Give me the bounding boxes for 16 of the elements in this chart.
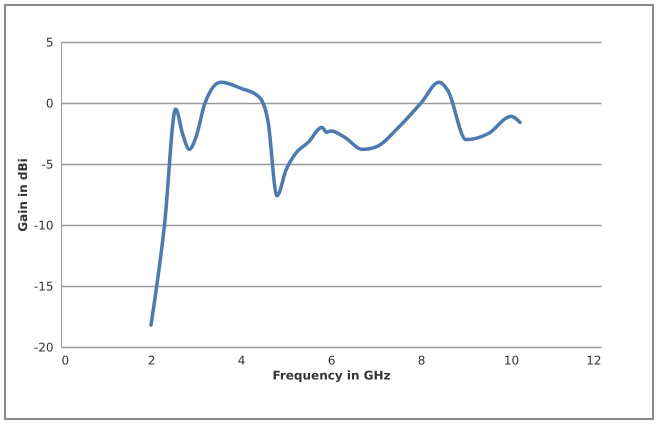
y-axis-title: Gain in dBi	[16, 158, 30, 232]
x-tick-label: 10	[504, 354, 520, 368]
x-tick-label: 6	[328, 354, 336, 368]
y-tick-label: -15	[34, 280, 54, 294]
x-tick-label: 8	[418, 354, 426, 368]
x-axis-title: Frequency in GHz	[272, 368, 391, 382]
line-series	[149, 80, 522, 327]
y-tick-label: -10	[34, 218, 54, 232]
x-tick-label: 4	[238, 354, 246, 368]
y-tick-label: 0	[46, 96, 54, 110]
x-tick-label: 12	[586, 354, 602, 368]
y-tick-label: -5	[42, 158, 54, 172]
x-tick-label: 0	[62, 354, 70, 368]
x-tick-label: 2	[148, 354, 156, 368]
y-tick-label: 5	[46, 36, 54, 50]
y-tick-label: -20	[34, 340, 54, 354]
